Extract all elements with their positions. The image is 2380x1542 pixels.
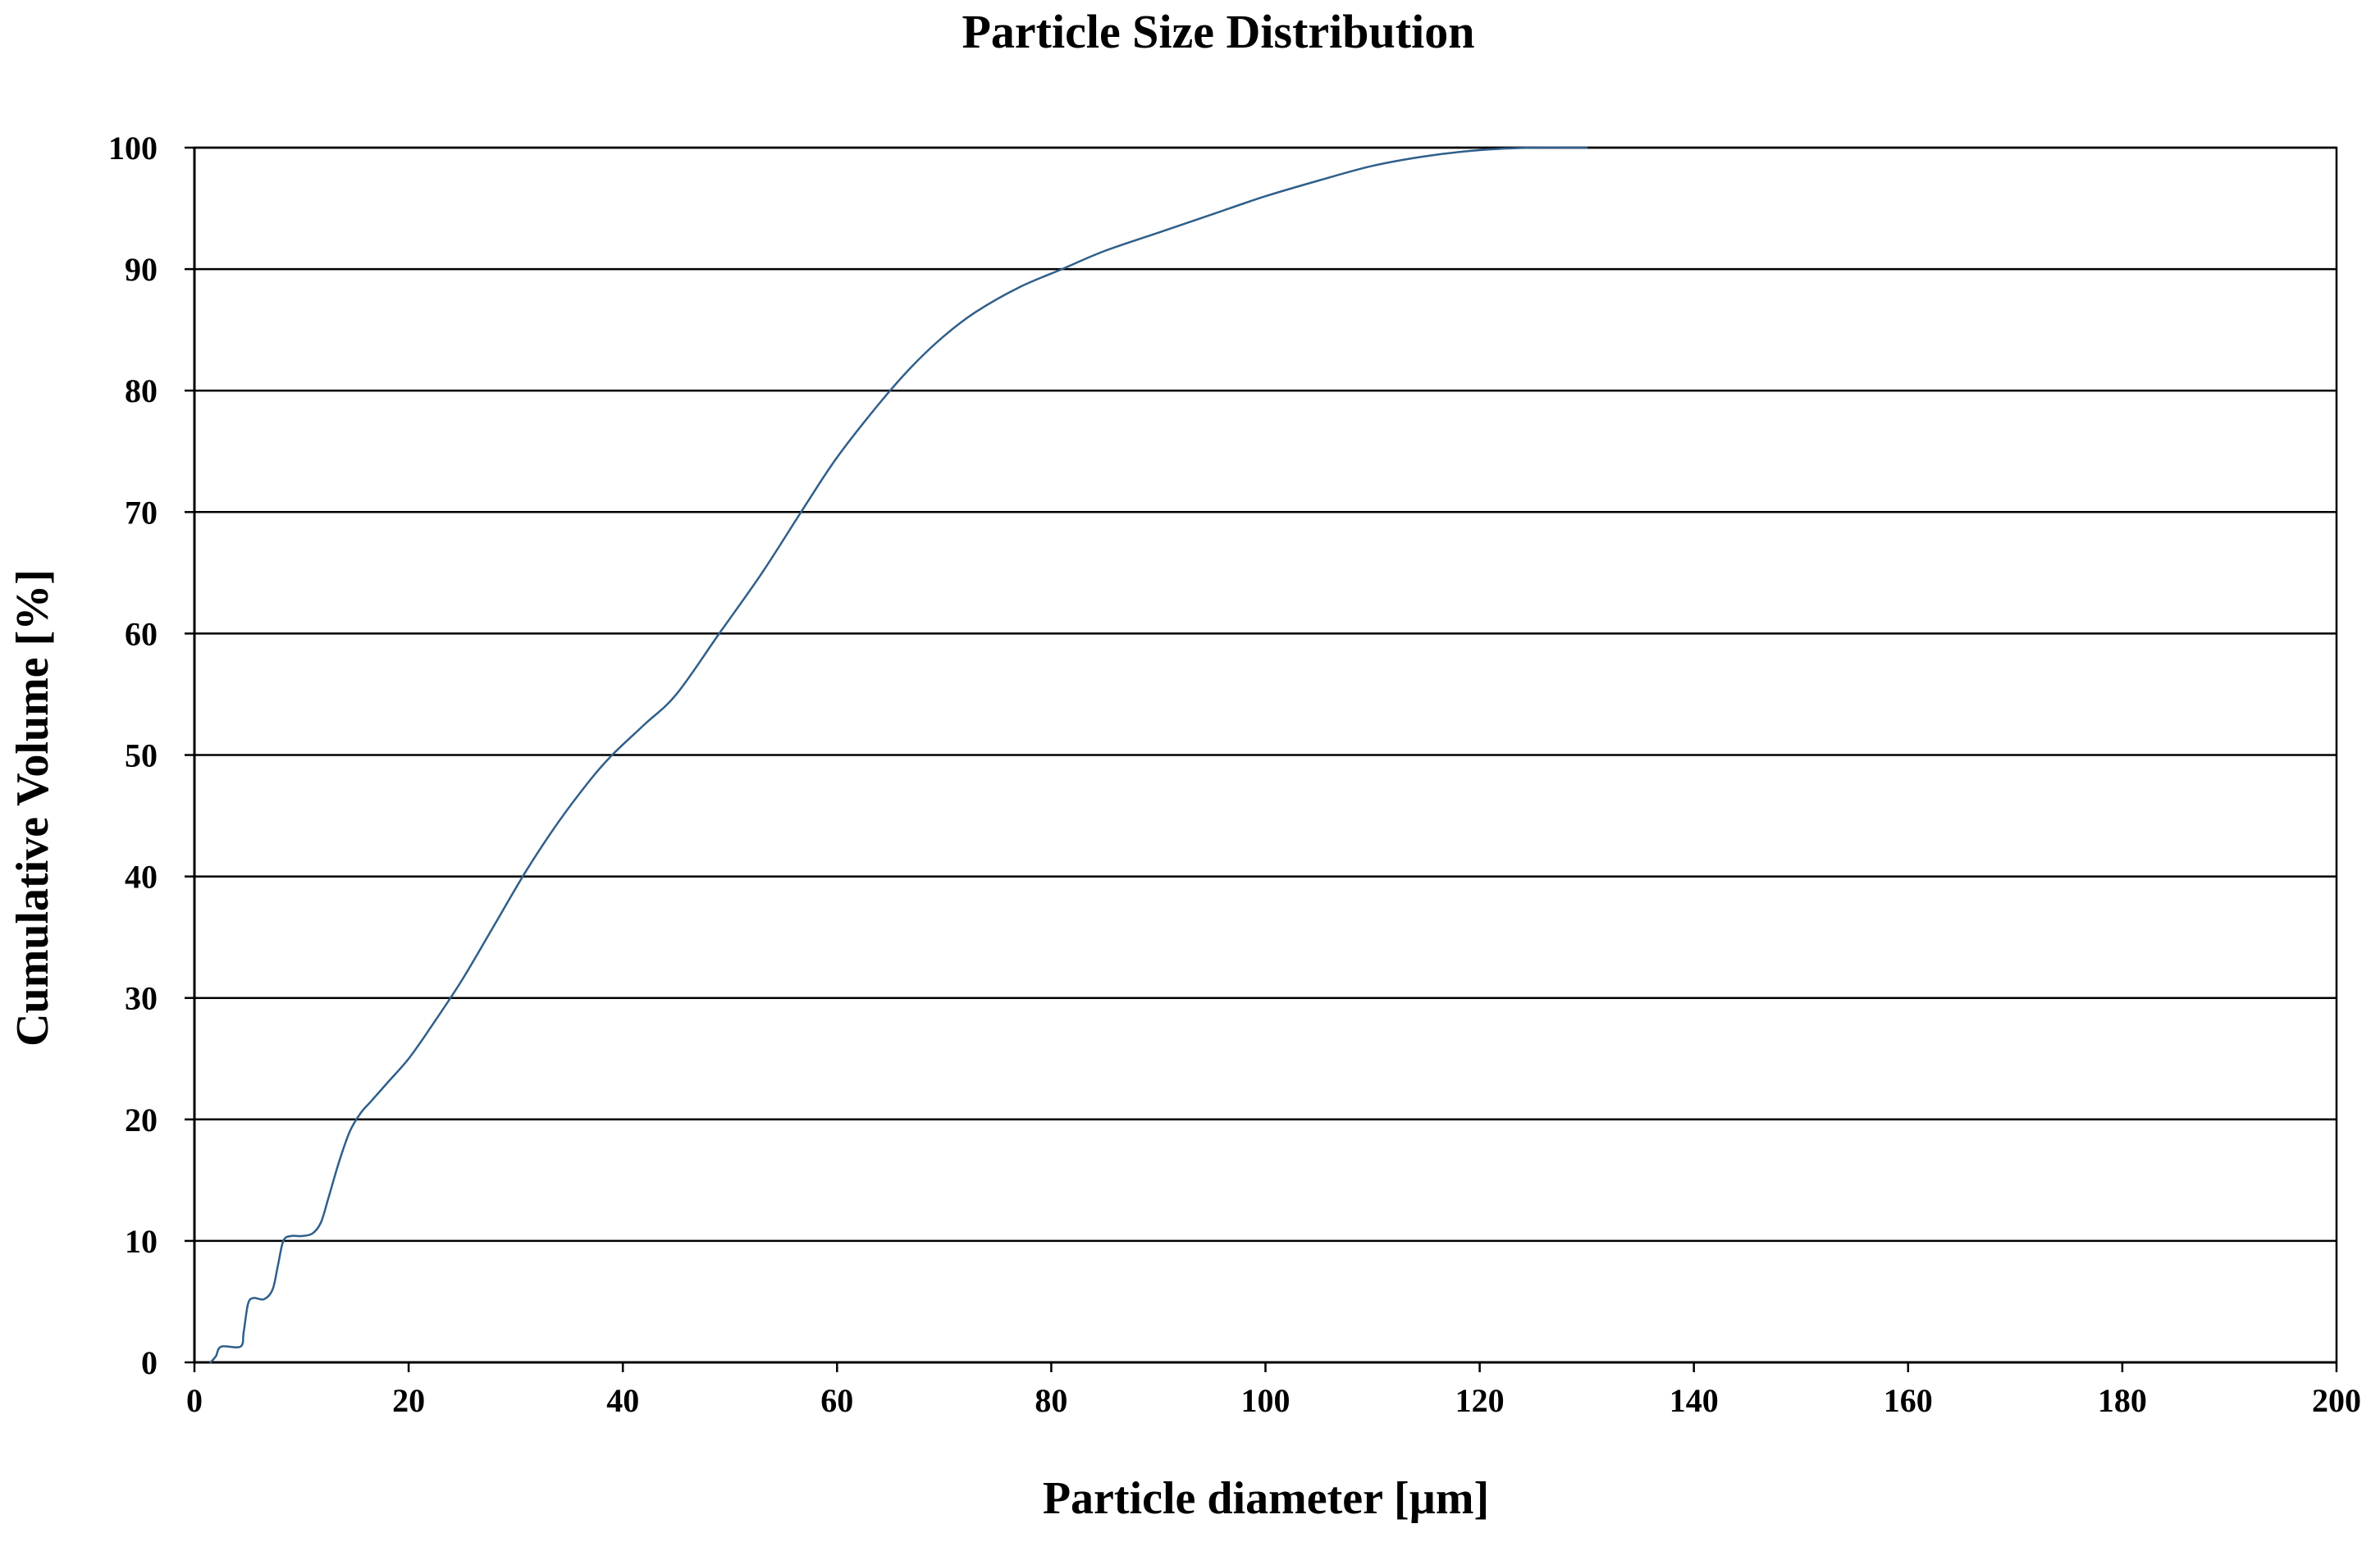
y-axis-ticks: 0 10 20 30 40 50 60 70 80 90 100 bbox=[108, 130, 194, 1381]
y-tick-label: 80 bbox=[125, 372, 158, 409]
x-tick-label: 60 bbox=[820, 1382, 853, 1419]
y-tick-label: 60 bbox=[125, 615, 158, 652]
chart-title: Particle Size Distribution bbox=[962, 5, 1474, 58]
y-tick-label: 70 bbox=[125, 494, 158, 531]
y-tick-label: 0 bbox=[141, 1344, 158, 1381]
x-tick-label: 160 bbox=[1884, 1382, 1933, 1419]
x-tick-label: 100 bbox=[1241, 1382, 1290, 1419]
y-tick-label: 50 bbox=[125, 737, 158, 774]
y-axis-title: Cumulative Volume [%] bbox=[7, 569, 58, 1047]
x-tick-label: 20 bbox=[392, 1382, 425, 1419]
x-tick-label: 80 bbox=[1035, 1382, 1067, 1419]
x-tick-label: 0 bbox=[186, 1382, 203, 1419]
x-tick-label: 120 bbox=[1455, 1382, 1505, 1419]
y-tick-label: 90 bbox=[125, 251, 158, 288]
x-tick-label: 140 bbox=[1670, 1382, 1719, 1419]
x-tick-label: 180 bbox=[2098, 1382, 2147, 1419]
y-tick-label: 10 bbox=[125, 1223, 158, 1260]
series-layer bbox=[209, 146, 1588, 1364]
y-tick-label: 100 bbox=[108, 130, 158, 167]
x-tick-label: 40 bbox=[606, 1382, 639, 1419]
cumulative-volume-line bbox=[209, 146, 1588, 1364]
y-tick-label: 40 bbox=[125, 859, 158, 896]
x-axis-title: Particle diameter [µm] bbox=[1043, 1473, 1489, 1524]
x-axis-ticks: 0 20 40 60 80 100 120 140 160 180 200 bbox=[186, 1362, 2361, 1419]
x-tick-label: 200 bbox=[2312, 1382, 2361, 1419]
y-tick-label: 20 bbox=[125, 1102, 158, 1138]
y-tick-label: 30 bbox=[125, 980, 158, 1017]
